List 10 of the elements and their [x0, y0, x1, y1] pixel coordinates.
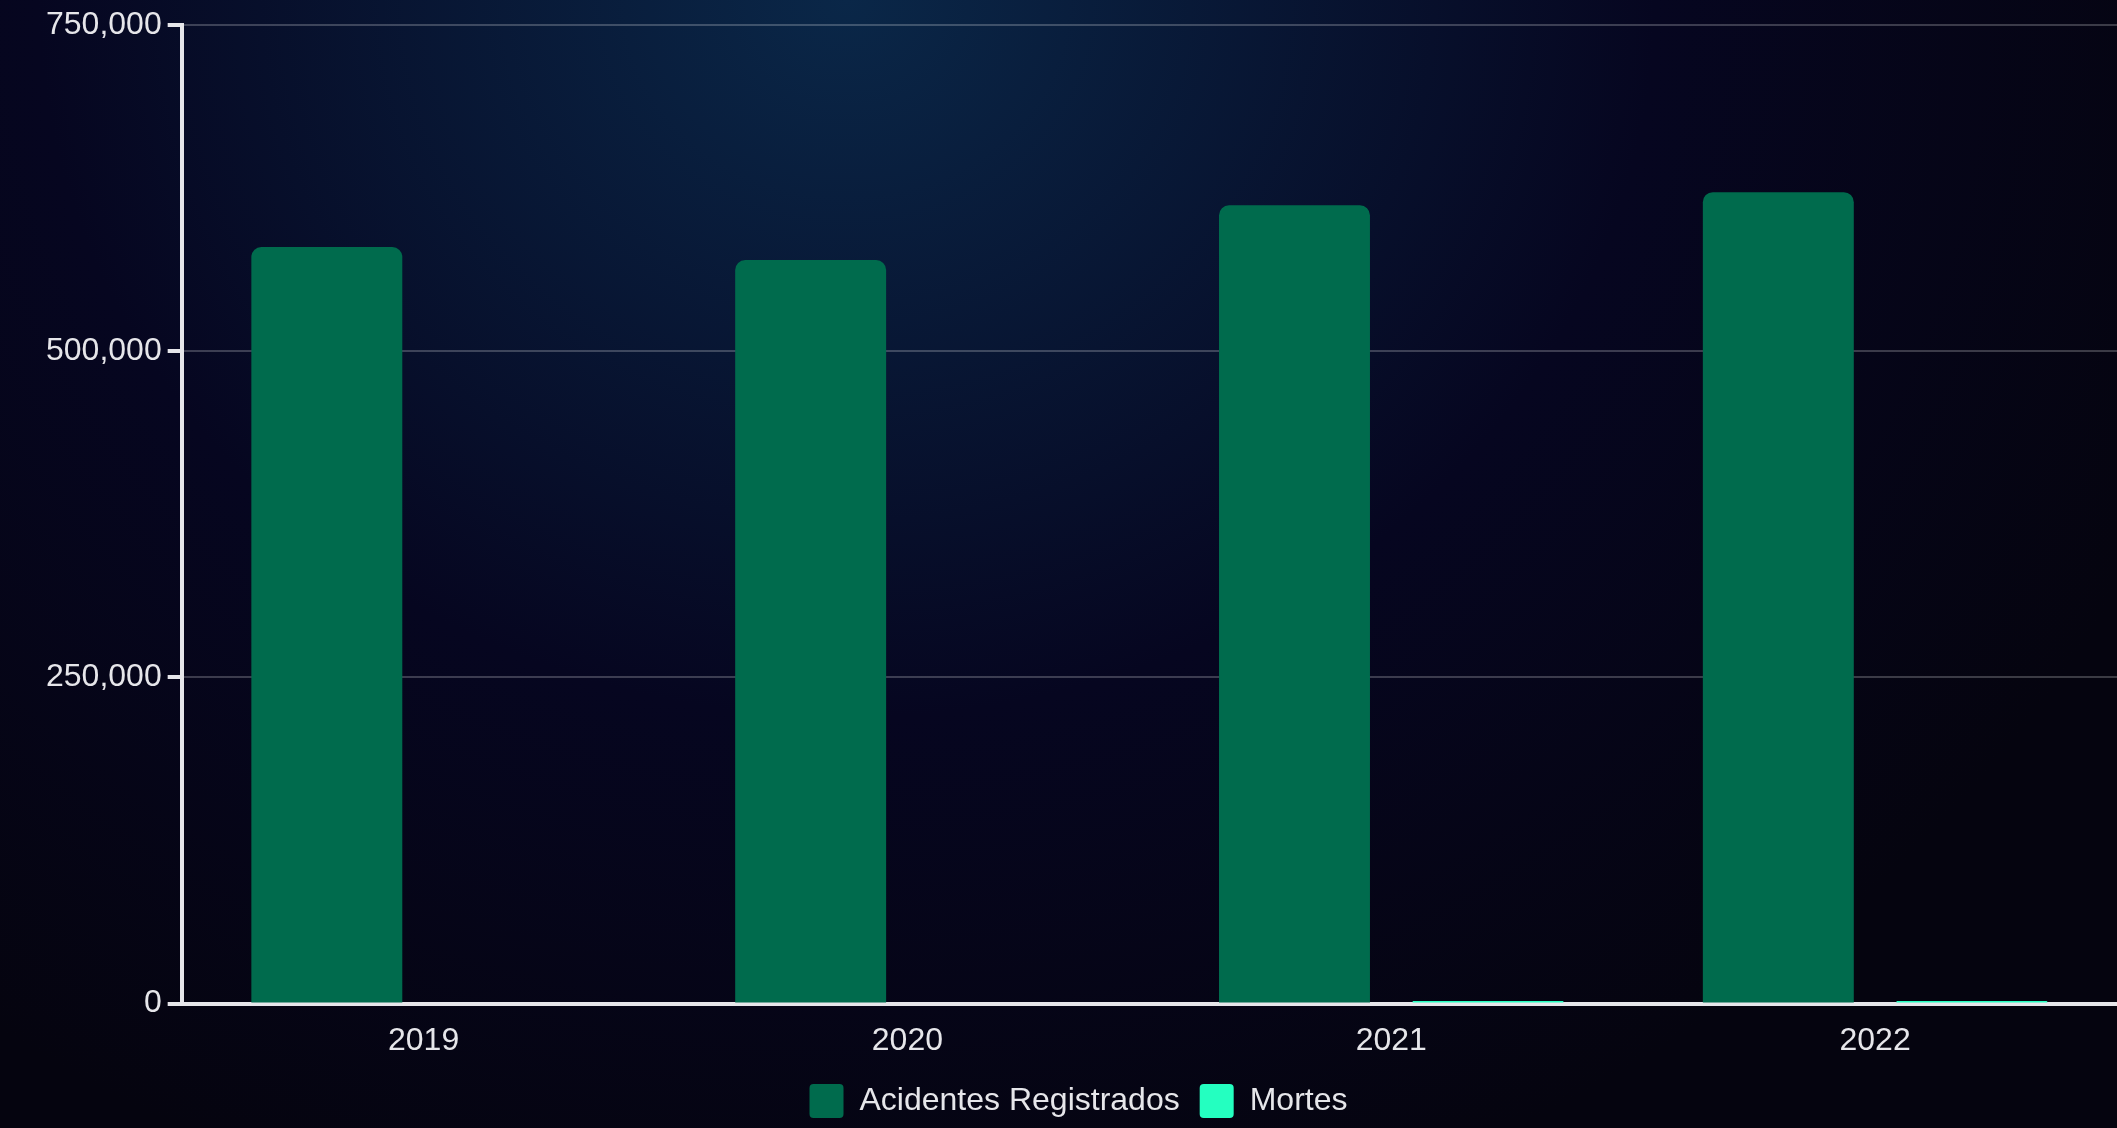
x-tick-label: 2020 — [871, 1020, 944, 1057]
legend-label: Mortes — [1249, 1080, 1348, 1117]
x-tick-label: 2022 — [1839, 1020, 1911, 1057]
y-tick-label: 250,000 — [46, 657, 162, 694]
y-tick-label: 500,000 — [46, 331, 162, 368]
legend-label: Acidentes Registrados — [859, 1080, 1180, 1117]
y-tick-label: 0 — [143, 983, 162, 1020]
y-tick-label: 750,000 — [46, 5, 162, 42]
x-tick-label: 2021 — [1355, 1020, 1427, 1057]
x-tick-label: 2019 — [387, 1020, 460, 1057]
